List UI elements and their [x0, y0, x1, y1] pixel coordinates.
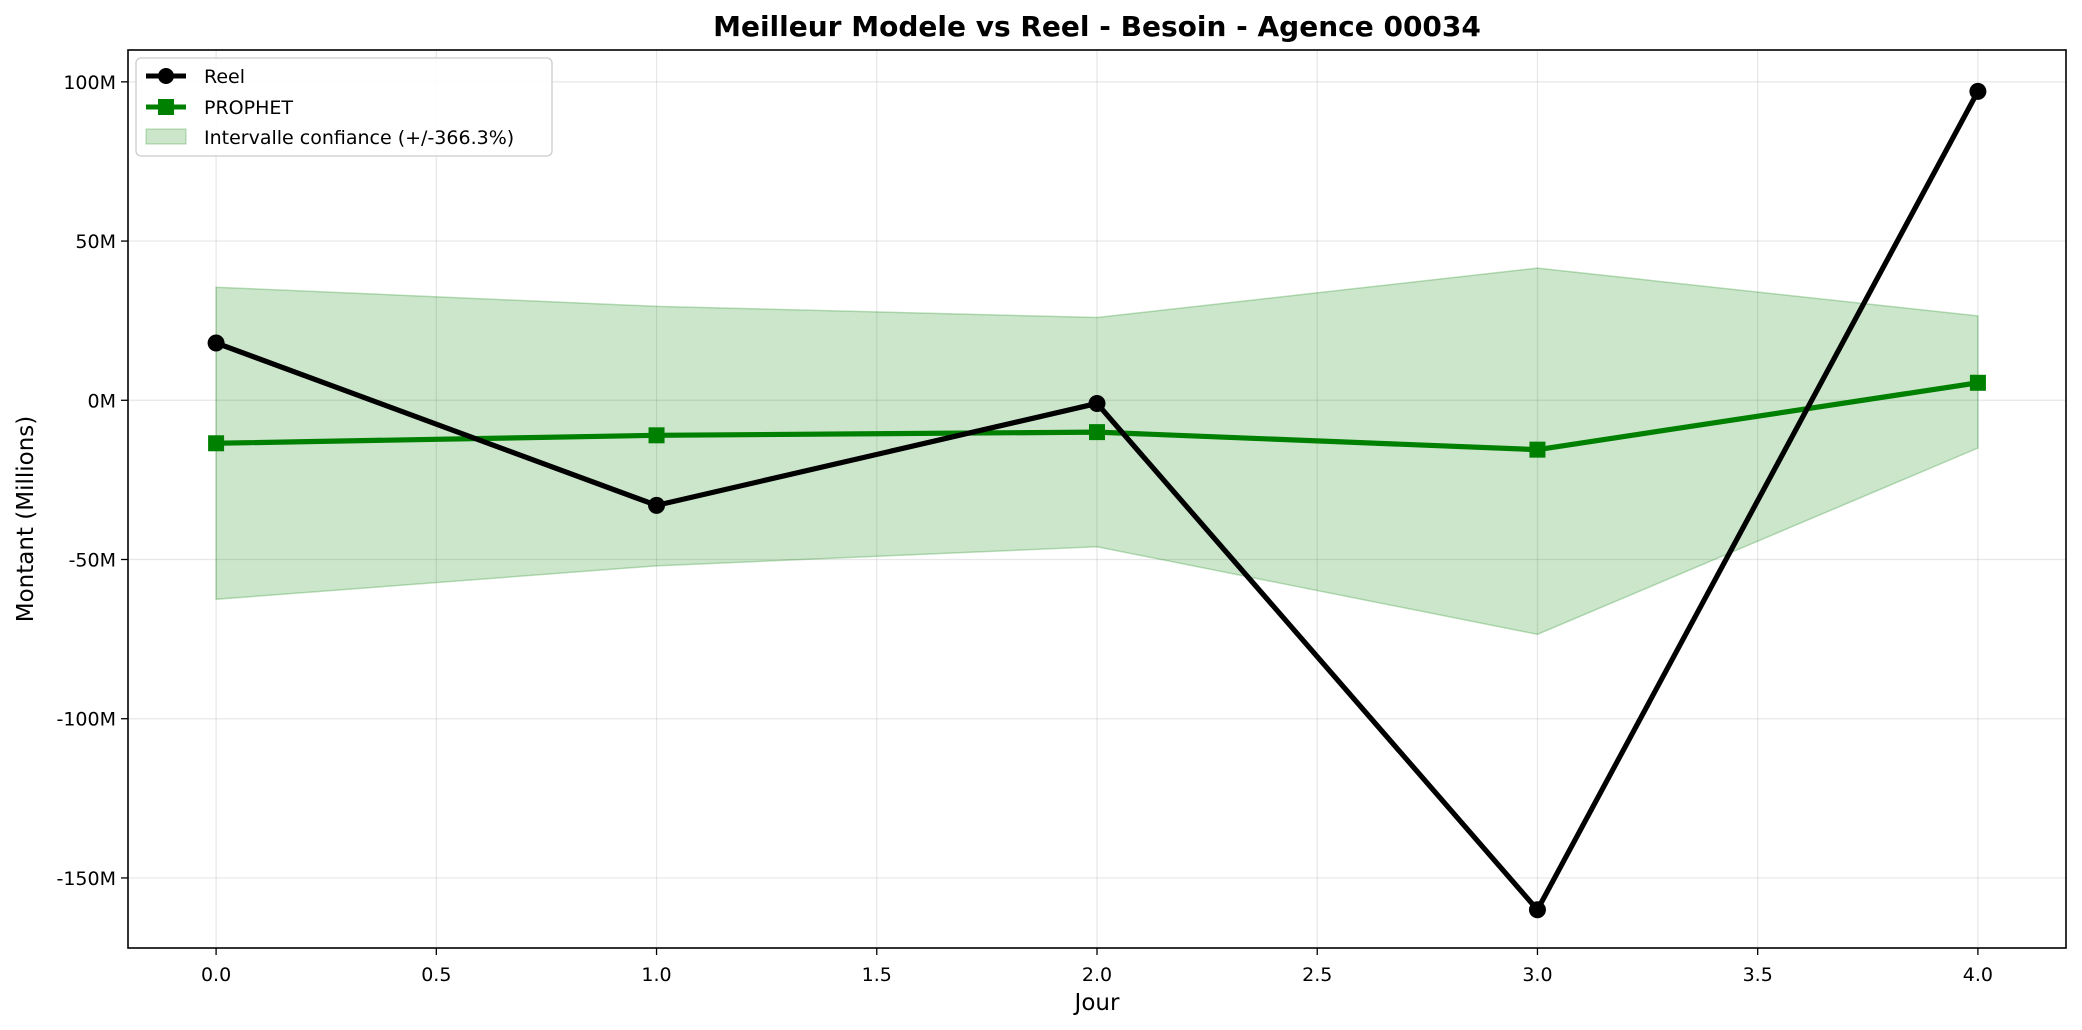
- series-reel-point: [648, 496, 666, 514]
- x-tick-label: 1.0: [641, 964, 671, 986]
- x-tick-label: 0.0: [201, 964, 231, 986]
- series-reel-point: [1528, 901, 1546, 919]
- legend-band-label: Intervalle confiance (+/-366.3%): [204, 127, 514, 149]
- series-reel-point: [207, 334, 225, 352]
- legend-prophet-label: PROPHET: [204, 97, 293, 119]
- confidence-band: [215, 267, 1979, 636]
- series-prophet-point: [208, 435, 225, 452]
- x-tick-label: 2.0: [1082, 964, 1112, 986]
- y-tick-label: -150M: [56, 868, 116, 890]
- legend-prophet-marker: [158, 99, 174, 115]
- series-layer: [207, 82, 1987, 919]
- x-tick-label: 4.0: [1963, 964, 1993, 986]
- legend-band-swatch: [145, 128, 187, 145]
- series-prophet-point: [1969, 374, 1986, 391]
- series-prophet-point: [648, 427, 665, 444]
- x-axis-label: Jour: [1073, 990, 1120, 1016]
- x-tick-label: 0.5: [421, 964, 451, 986]
- y-tick-label: 50M: [75, 231, 116, 253]
- y-tick-label: 0M: [88, 390, 116, 412]
- y-axis-label: Montant (Millions): [13, 416, 39, 623]
- y-tick-label: -100M: [56, 709, 116, 731]
- grid: [128, 50, 2066, 948]
- legend-box: [135, 57, 553, 157]
- series-reel-point: [1969, 82, 1987, 100]
- chart-title: Meilleur Modele vs Reel - Besoin - Agenc…: [713, 10, 1481, 43]
- x-tick-label: 1.5: [862, 964, 892, 986]
- series-prophet-point: [1089, 424, 1105, 441]
- y-tick-label: -50M: [69, 550, 116, 572]
- x-tick-label: 3.0: [1522, 964, 1552, 986]
- series-prophet-point: [1529, 441, 1546, 458]
- y-tick-label: 100M: [63, 72, 116, 94]
- x-tick-label: 3.5: [1743, 964, 1773, 986]
- x-axis-ticks: 0.0 0.5 1.0 1.5 2.0 2.5 3.0 3.5 4.0: [201, 948, 1993, 986]
- legend-reel-marker: [158, 68, 174, 84]
- series-reel-point: [1088, 394, 1106, 412]
- legend-reel-label: Reel: [204, 66, 245, 88]
- y-axis-ticks: 100M 50M 0M -50M -100M -150M: [56, 72, 128, 890]
- legend: Reel PROPHET Intervalle confiance (+/-36…: [135, 57, 553, 157]
- confidence-band-layer: [215, 267, 1979, 636]
- x-tick-label: 2.5: [1302, 964, 1332, 986]
